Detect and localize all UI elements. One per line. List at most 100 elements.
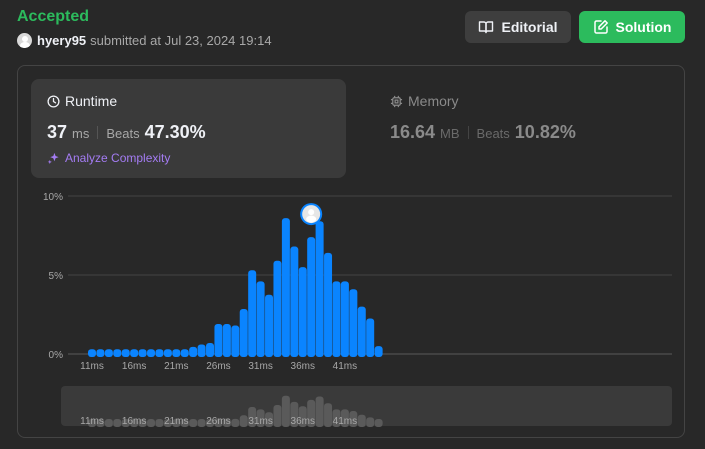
editorial-label: Editorial xyxy=(501,19,558,35)
navigator-bar xyxy=(214,418,223,427)
x-tick-label: 26ms xyxy=(206,361,230,372)
x-tick-label: 16ms xyxy=(122,361,146,372)
navigator-bar xyxy=(172,419,181,427)
divider xyxy=(467,126,469,139)
clock-icon xyxy=(47,94,60,108)
x-tick-label: 11ms xyxy=(80,361,104,372)
bar[interactable] xyxy=(256,281,265,357)
bar[interactable] xyxy=(172,349,181,357)
bar[interactable] xyxy=(189,346,198,357)
x-tick-label: 21ms xyxy=(164,361,188,372)
navigator-bar xyxy=(121,419,130,427)
editorial-button[interactable]: Editorial xyxy=(465,11,571,43)
bar[interactable] xyxy=(374,346,383,357)
memory-card[interactable]: Memory 16.64 MB Beats 10.82% xyxy=(374,79,674,178)
bar[interactable] xyxy=(315,221,324,357)
user-marker-head xyxy=(308,209,315,216)
navigator-bar xyxy=(113,419,122,427)
navigator-bar xyxy=(273,404,282,427)
bar[interactable] xyxy=(298,267,307,357)
navigator-tick-label: 31ms xyxy=(248,416,272,427)
navigator-tick-label: 16ms xyxy=(122,416,146,427)
navigator-bar xyxy=(222,418,231,427)
navigator-bar xyxy=(104,419,113,427)
bar[interactable] xyxy=(155,349,164,357)
bar[interactable] xyxy=(222,323,231,357)
book-icon xyxy=(479,21,494,34)
solution-label: Solution xyxy=(615,19,672,35)
bar[interactable] xyxy=(214,323,223,357)
navigator-bar xyxy=(197,419,206,427)
navigator-tick-label: 26ms xyxy=(206,416,230,427)
analyze-complexity-button[interactable]: Analyze Complexity xyxy=(47,151,170,165)
memory-metric: 16.64 MB Beats 10.82% xyxy=(390,122,576,143)
bar[interactable] xyxy=(206,342,215,357)
bar[interactable] xyxy=(121,349,130,357)
navigator-tick-label: 11ms xyxy=(80,416,104,427)
navigator-bar xyxy=(349,411,358,427)
bar[interactable] xyxy=(357,306,366,357)
runtime-metric: 37 ms Beats 47.30% xyxy=(47,122,206,143)
navigator-bar xyxy=(265,412,274,427)
bar[interactable] xyxy=(332,281,341,357)
bar[interactable] xyxy=(147,349,156,357)
status-accepted: Accepted xyxy=(17,8,90,25)
navigator-bar xyxy=(239,415,248,427)
bar[interactable] xyxy=(265,294,274,357)
navigator-bar xyxy=(357,414,366,427)
memory-beats-percent: 10.82% xyxy=(514,122,576,142)
y-tick-label: 10% xyxy=(43,192,63,203)
runtime-distribution-chart[interactable]: 0% 5% 10% 11ms 16ms 21ms 26ms 31ms 36ms 41ms 11ms 1… xyxy=(18,66,686,439)
avatar[interactable] xyxy=(17,33,32,48)
bar[interactable] xyxy=(180,349,189,357)
navigator-bar xyxy=(298,406,307,427)
bar[interactable] xyxy=(231,325,240,357)
solution-button[interactable]: Solution xyxy=(579,11,685,43)
navigator-bar xyxy=(96,419,105,427)
runtime-header: Runtime xyxy=(47,93,117,109)
navigator-bar xyxy=(290,401,299,427)
range-navigator[interactable] xyxy=(61,386,672,426)
navigator-bar xyxy=(374,419,383,427)
bar[interactable] xyxy=(273,260,282,357)
user-marker-body xyxy=(306,215,317,223)
navigator-tick-label: 36ms xyxy=(291,416,315,427)
bar[interactable] xyxy=(163,349,172,357)
sparkle-icon xyxy=(47,152,59,164)
bar[interactable] xyxy=(307,237,316,357)
submitted-at-text: submitted at Jul 23, 2024 19:14 xyxy=(90,33,272,48)
username-link[interactable]: hyery95 xyxy=(37,33,87,48)
navigator-bar xyxy=(155,419,164,427)
navigator-bar xyxy=(307,399,316,427)
x-tick-label: 41ms xyxy=(333,361,357,372)
bar[interactable] xyxy=(324,252,333,357)
navigator-bar xyxy=(138,419,147,427)
navigator-bar xyxy=(180,419,189,427)
navigator-bar xyxy=(281,395,290,427)
bar[interactable] xyxy=(96,349,105,357)
navigator-bar xyxy=(231,418,240,427)
bar[interactable] xyxy=(349,289,358,357)
bar[interactable] xyxy=(281,218,290,357)
bar[interactable] xyxy=(197,344,206,357)
runtime-card[interactable]: Runtime 37 ms Beats 47.30% Analyze Compl… xyxy=(31,79,346,178)
x-tick-label: 31ms xyxy=(248,361,272,372)
bar[interactable] xyxy=(88,349,96,357)
bar[interactable] xyxy=(239,308,248,357)
bar[interactable] xyxy=(113,349,122,357)
bar[interactable] xyxy=(104,349,113,357)
memory-label: Memory xyxy=(408,93,459,109)
navigator-bar xyxy=(130,419,139,427)
bar[interactable] xyxy=(290,246,299,357)
runtime-beats-percent: 47.30% xyxy=(144,122,206,142)
navigator-bar xyxy=(340,409,349,427)
memory-value: 16.64 xyxy=(390,122,436,142)
y-tick-label: 5% xyxy=(49,271,64,282)
runtime-value: 37 xyxy=(47,122,68,142)
divider xyxy=(97,126,99,139)
bar[interactable] xyxy=(138,349,147,357)
bar[interactable] xyxy=(340,281,349,357)
bar[interactable] xyxy=(130,349,139,357)
bar[interactable] xyxy=(366,318,375,357)
bar[interactable] xyxy=(248,270,257,357)
